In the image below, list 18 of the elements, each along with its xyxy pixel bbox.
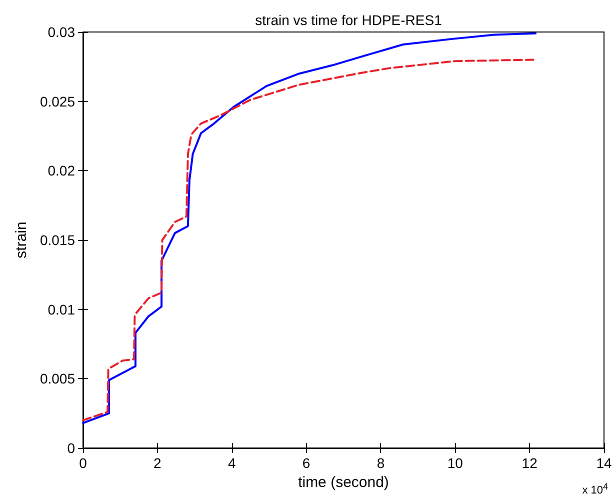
y-tick-label: 0.025 <box>40 93 76 110</box>
x-tick-label: 8 <box>376 455 385 471</box>
x-axis-title: time (second) <box>298 474 389 491</box>
x-tick-label: 2 <box>154 455 162 471</box>
x-tick-label: 12 <box>522 455 538 471</box>
y-tick-label: 0 <box>67 440 76 456</box>
y-tick-label: 0.015 <box>40 232 76 248</box>
x-tick-label: 0 <box>79 455 88 471</box>
x-tick-label: 6 <box>302 455 310 471</box>
chart-title: strain vs time for HDPE-RES1 <box>255 12 442 28</box>
x-tick-label: 14 <box>596 455 612 471</box>
y-tick-label: 0.005 <box>40 370 76 387</box>
y-axis-title: strain <box>13 222 30 258</box>
y-tick-label: 0.01 <box>48 301 76 318</box>
y-tick-label: 0.02 <box>48 162 76 179</box>
x-tick-label: 4 <box>228 455 236 471</box>
y-tick-label: 0.03 <box>48 24 76 40</box>
x-tick-label: 10 <box>447 455 464 471</box>
